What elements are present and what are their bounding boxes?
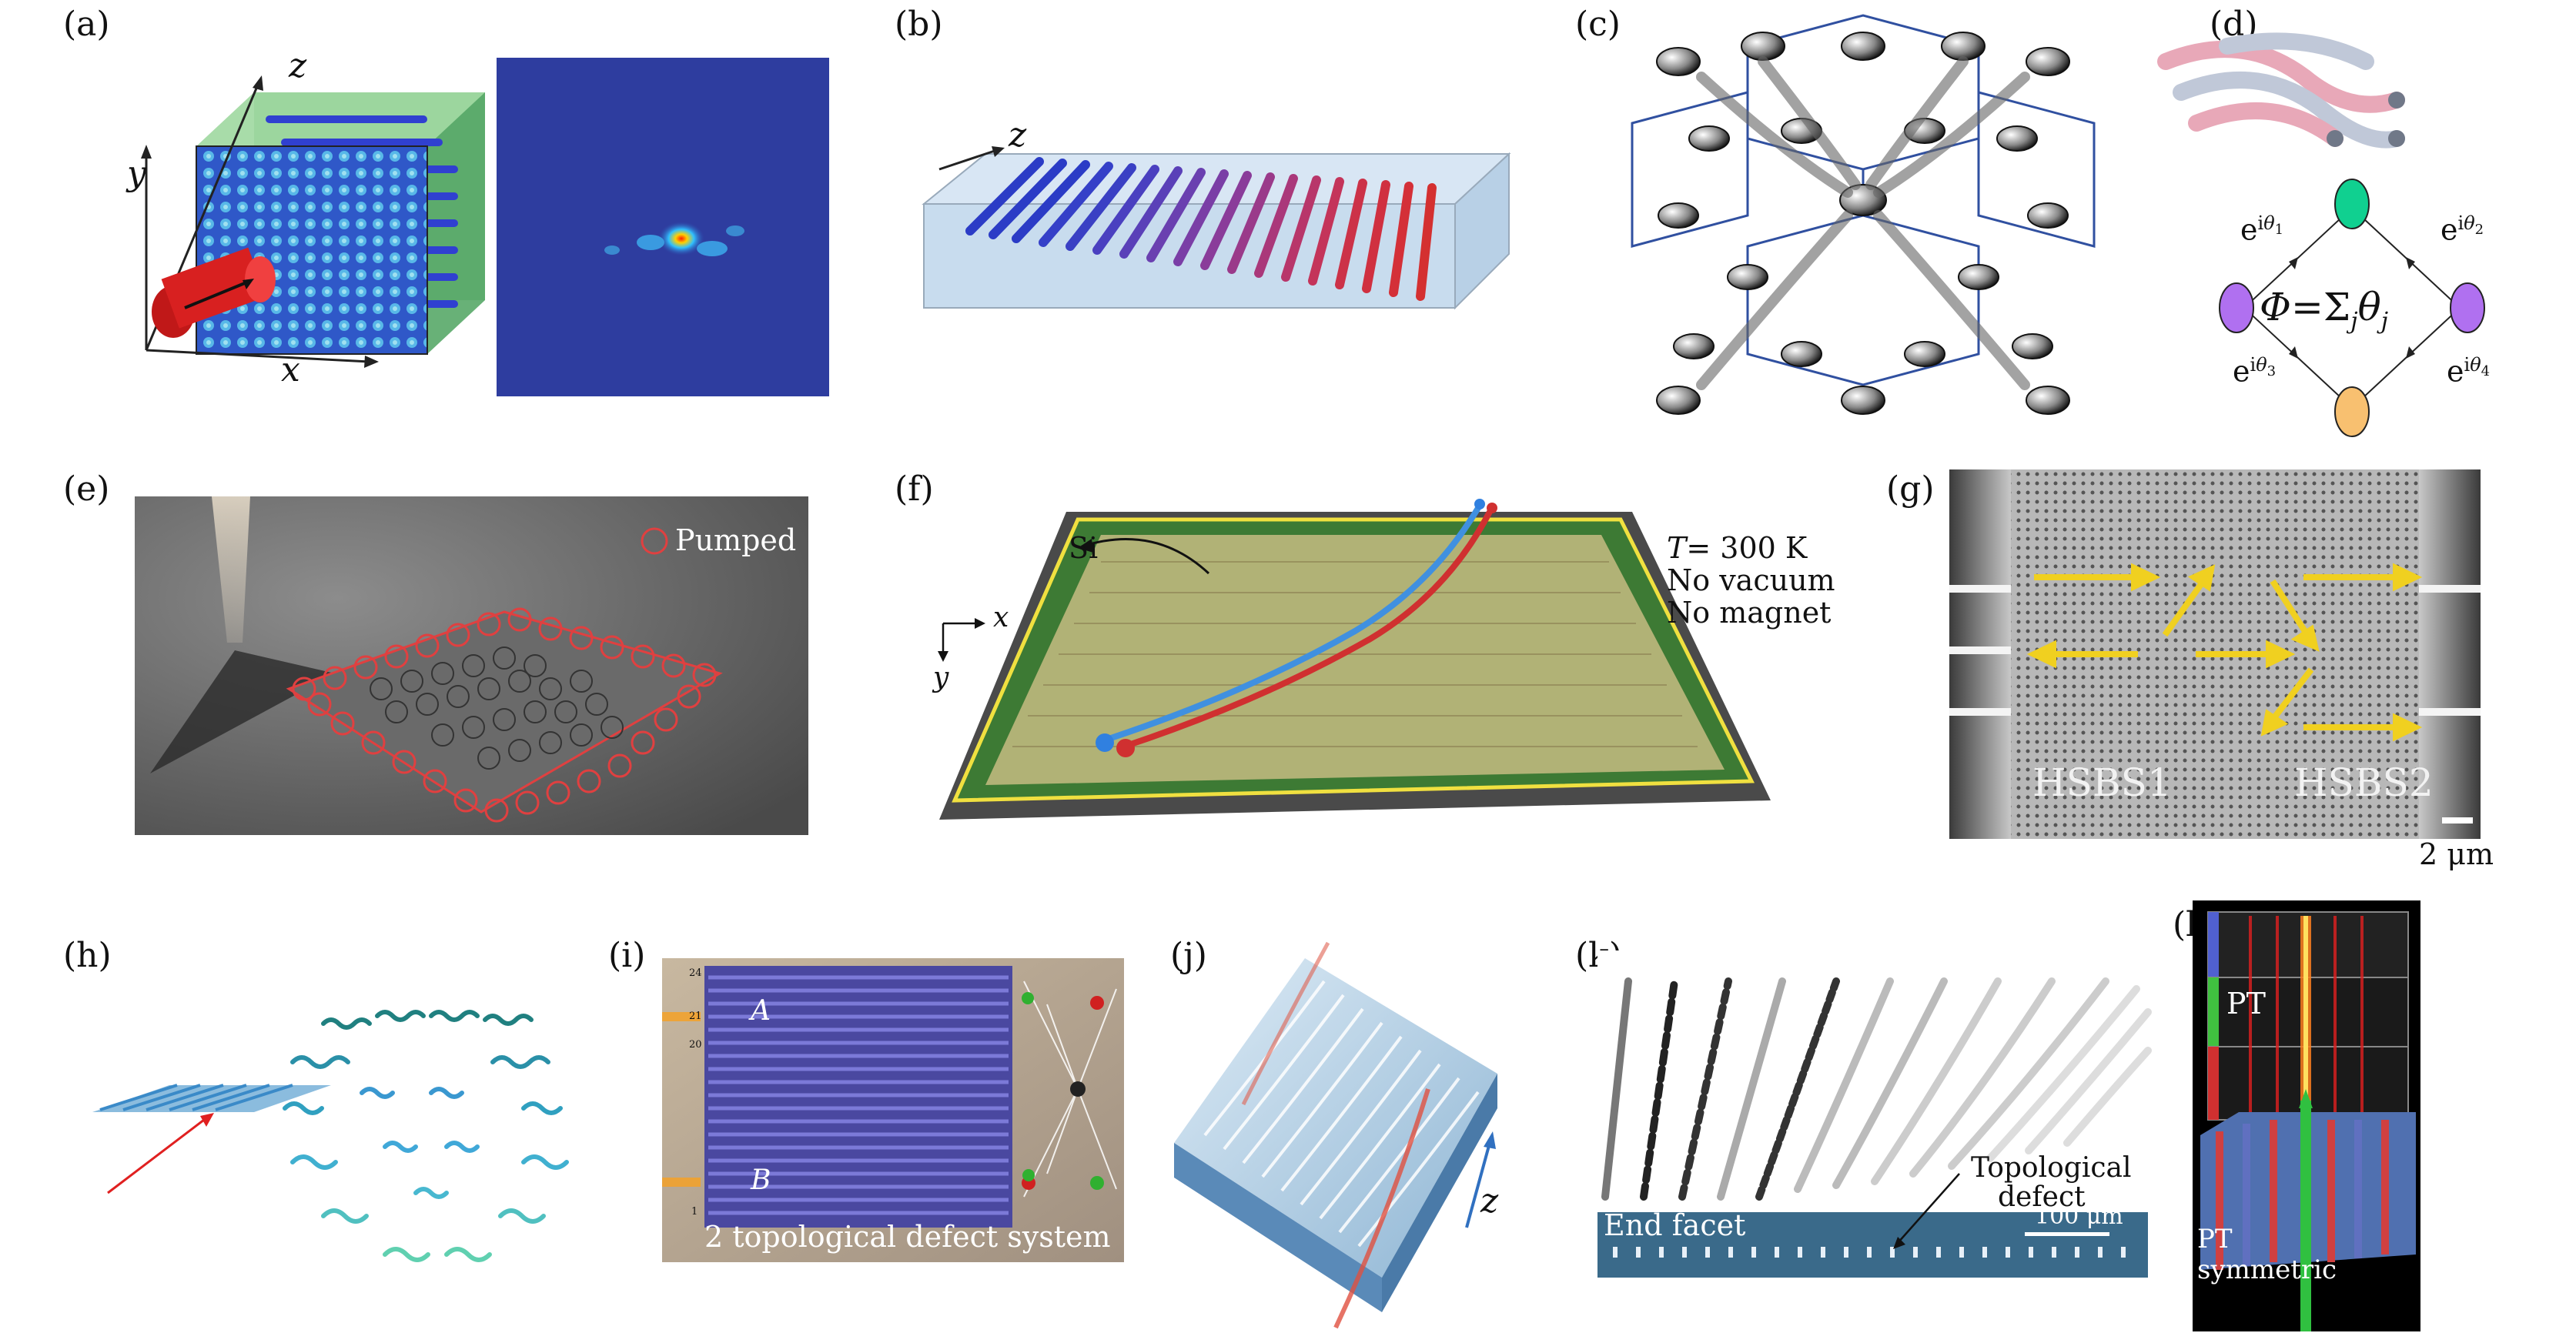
panel-label-a: (a) [63,5,110,44]
panel-g: HSBS1 HSBS2 2 μm [1949,469,2576,877]
panel-a-axis-x: x [281,350,300,389]
panel-a-axis-z: z [289,46,307,85]
panel-b-waveguide-array [922,146,1511,310]
node-bottom-orange [2334,386,2370,437]
panel-a-heatmap [497,58,829,396]
panel-d-phase-3: eiθ3 [2233,354,2277,389]
panel-k: Topological defect End facet 100 μm [1597,950,2152,1278]
panel-label-b: (b) [895,5,943,44]
panel-b: z [922,115,1511,316]
panel-j: z [1159,935,1521,1331]
panel-k-annotation-topological: Topological [1971,1152,2132,1184]
panel-d-coupled-rods [2156,32,2405,149]
panel-k-end-facet: End facet [1604,1208,1746,1242]
panel-label-i: (i) [608,936,646,975]
panel-label-c: (c) [1575,5,1621,44]
panel-f-axis-y: y [933,662,949,693]
panel-g-label-hsbs1: HSBS1 [2032,760,2172,805]
panel-d-phase-2: eiθ2 [2441,212,2484,247]
panel-f-condition-magnet: No magnet [1667,596,1832,630]
panel-i-defect-system [662,958,1124,1262]
panel-f-condition-vacuum: No vacuum [1667,563,1835,597]
panel-g-label-hsbs2: HSBS2 [2294,760,2434,805]
panel-e-legend-pumped: Pumped [675,523,797,557]
panel-c [1631,14,2096,423]
panel-j-axis-z: z [1480,1181,1499,1221]
panel-l-label-pt-symmetric-2: symmetric [2197,1254,2337,1285]
panel-a-cube-figure [141,75,485,368]
panel-l-label-pt-symmetric-1: PT [2197,1224,2233,1254]
panel-f-silicon-lattice [938,499,1771,820]
panel-f-axis-x: x [993,602,1009,633]
panel-label-j: (j) [1170,936,1207,975]
panel-label-e: (e) [63,469,110,509]
node-top-green [2334,179,2370,229]
node-left-purple [2219,282,2254,333]
panel-b-axis-z: z [1009,115,1027,155]
panel-d-phase-1: eiθ1 [2240,212,2284,247]
panel-k-helical-array [1597,950,2152,1278]
panel-f-temperature: T= 300 K [1667,531,1808,565]
panel-i-tick-20: 20 [689,1039,702,1051]
panel-a: z y x [115,46,831,400]
panel-k-scale-bar-label: 100 μm [2035,1203,2123,1230]
panel-l: PT PT symmetric [2193,900,2420,1331]
panel-i-label-a: A [751,995,771,1027]
panel-l-label-pt: PT [2226,987,2266,1021]
panel-c-helical-lattice [1631,14,2096,423]
panel-e: Pumped [135,496,808,835]
panel-label-g: (g) [1886,469,1935,509]
panel-a-axis-y: y [127,154,146,193]
panel-f: Si x y T= 300 K No vacuum No magnet [924,477,1855,831]
panel-i-tick-21: 21 [689,1011,702,1022]
panel-f-material-label: Si [1069,531,1099,565]
panel-j-waveguide-slab [1174,941,1497,1329]
panel-i-caption: 2 topological defect system [704,1220,1111,1254]
node-right-purple [2450,282,2485,333]
panel-d-flux-equation: Φ=Σjθj [2260,285,2388,335]
panel-i-tick-24: 24 [689,967,702,979]
panel-g-sem-image [1949,469,2481,839]
panel-i: 24 21 20 1 A B 2 topological defect syst… [662,958,1124,1262]
panel-label-f: (f) [895,469,934,509]
panel-d-phase-4: eiθ4 [2447,354,2491,389]
panel-h-helix-cone [92,1010,569,1262]
panel-d: eiθ1 eiθ2 eiθ3 eiθ4 Φ=Σjθj [2148,31,2576,439]
panel-d-plaquette-diagram [2219,179,2485,437]
panel-l-pt-symmetric [2193,900,2420,1331]
panel-label-h: (h) [63,936,112,975]
panel-i-label-b: B [751,1164,771,1196]
panel-h [92,977,601,1285]
panel-k-annotation-defect: defect [1998,1181,2086,1213]
panel-g-scale-bar-label: 2 μm [2419,837,2494,871]
panel-i-tick-1: 1 [691,1206,698,1218]
panel-e-ring-lattice [135,496,808,835]
